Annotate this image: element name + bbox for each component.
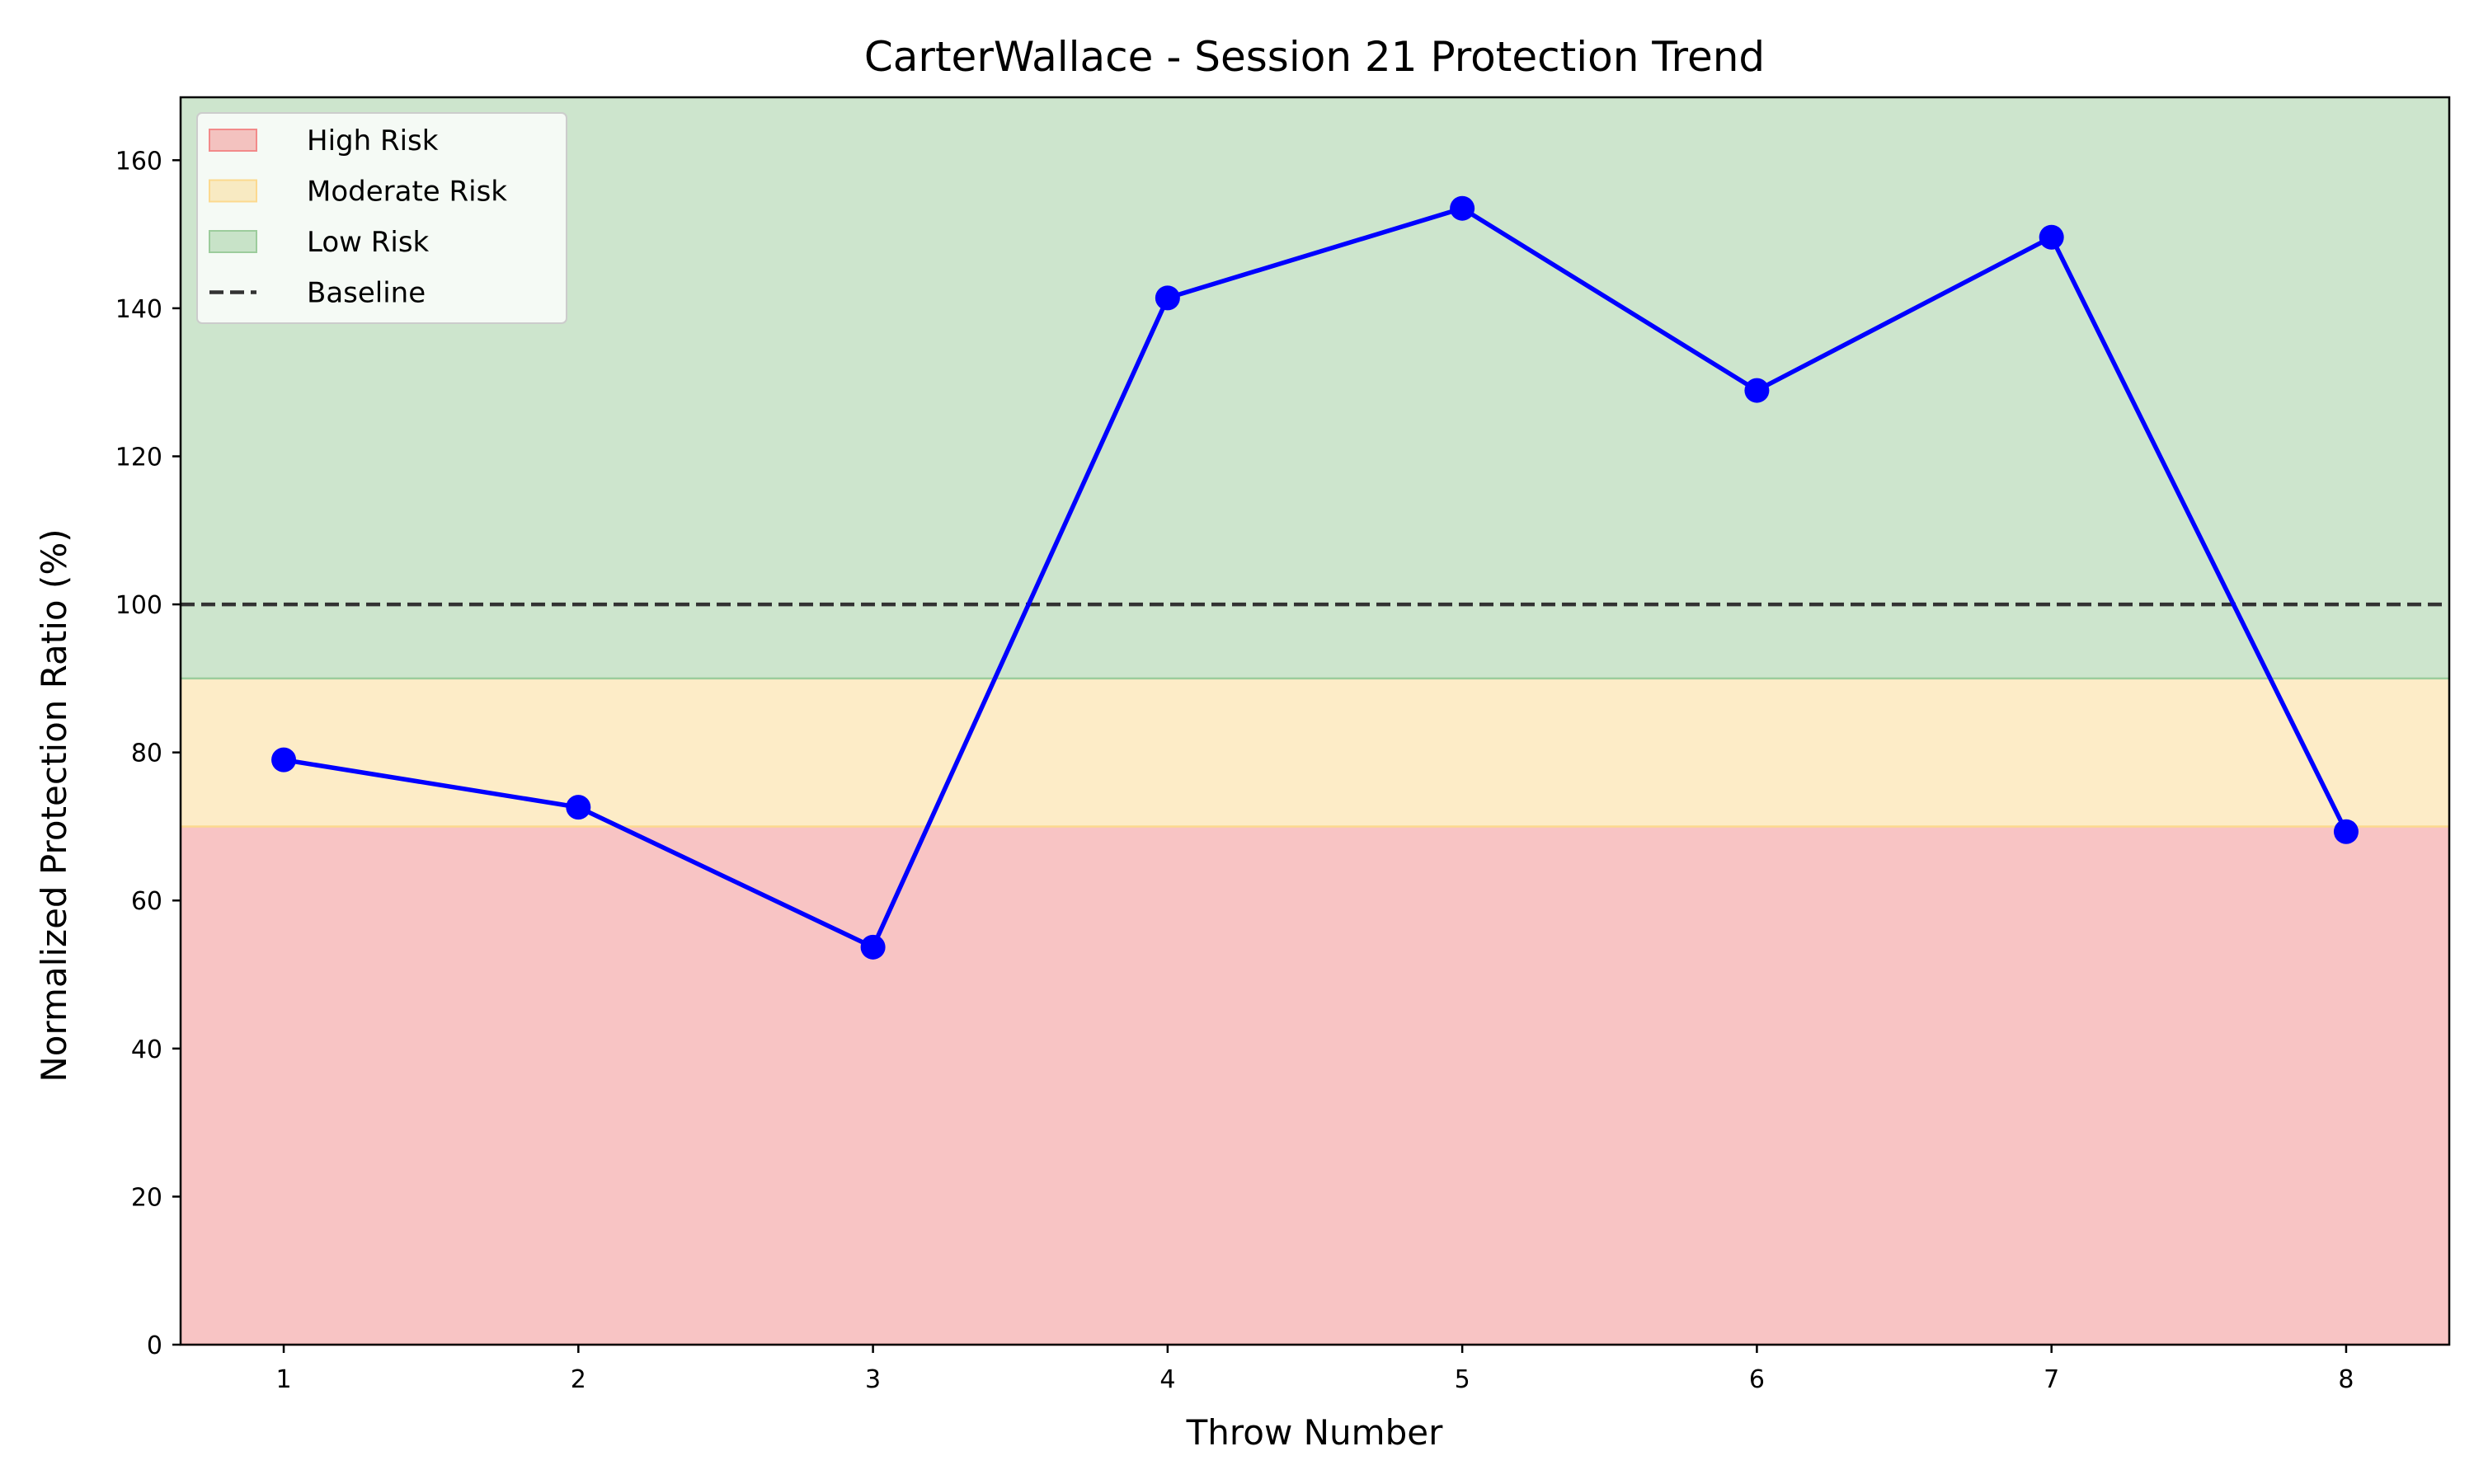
y-tick-label-40: 40 (131, 1036, 162, 1064)
legend-swatch-high-risk (209, 129, 257, 152)
x-tick-label-5: 5 (1455, 1365, 1470, 1394)
series-line-0 (281, 205, 2349, 950)
y-axis-label: Normalized Protection Ratio (%) (34, 528, 74, 1082)
data-point-5 (1450, 195, 1475, 221)
legend-label-high-risk: High Risk (307, 124, 439, 157)
x-axis-label: Throw Number (1186, 1412, 1443, 1453)
x-tick-label-6: 6 (1749, 1365, 1765, 1394)
x-tick-label-2: 2 (571, 1365, 586, 1394)
legend-box (196, 112, 567, 324)
x-tick-label-1: 1 (275, 1365, 291, 1394)
data-point-3 (860, 934, 886, 960)
y-axis: 0 20 40 60 80 100 120 140 160 (115, 147, 181, 1360)
data-point-1 (271, 747, 297, 773)
data-point-8 (2333, 819, 2359, 844)
band-moderate-risk (181, 678, 2449, 827)
series-layer (271, 195, 2359, 960)
data-point-7 (2039, 224, 2064, 250)
chart-title: CarterWallace - Session 21 Protection Tr… (864, 33, 1765, 81)
y-tick-label-160: 160 (115, 147, 162, 176)
x-tick-label-8: 8 (2338, 1365, 2354, 1394)
data-point-6 (1744, 378, 1770, 403)
x-tick-label-3: 3 (865, 1365, 881, 1394)
legend: High Risk Moderate Risk Low Risk Baseline (196, 112, 567, 324)
data-point-2 (566, 795, 591, 820)
legend-label-baseline: Baseline (307, 277, 426, 310)
x-axis: 1 2 3 4 5 6 7 8 (275, 1345, 2354, 1394)
y-tick-label-120: 120 (115, 443, 162, 472)
x-tick-label-7: 7 (2044, 1365, 2059, 1394)
plot-frame (179, 96, 2451, 1346)
y-tick-label-0: 0 (147, 1331, 162, 1360)
x-tick-label-4: 4 (1159, 1365, 1175, 1394)
y-tick-label-60: 60 (131, 887, 162, 916)
legend-label-low-risk: Low Risk (307, 226, 430, 259)
data-point-4 (1155, 285, 1180, 311)
legend-swatch-low-risk (209, 230, 257, 253)
y-tick-label-80: 80 (131, 740, 162, 768)
legend-swatch-moderate-risk (209, 179, 257, 203)
band-high-risk (181, 826, 2449, 1345)
y-tick-label-140: 140 (115, 295, 162, 324)
y-tick-label-100: 100 (115, 591, 162, 620)
legend-label-moderate-risk: Moderate Risk (307, 176, 507, 209)
y-tick-label-20: 20 (131, 1183, 162, 1212)
